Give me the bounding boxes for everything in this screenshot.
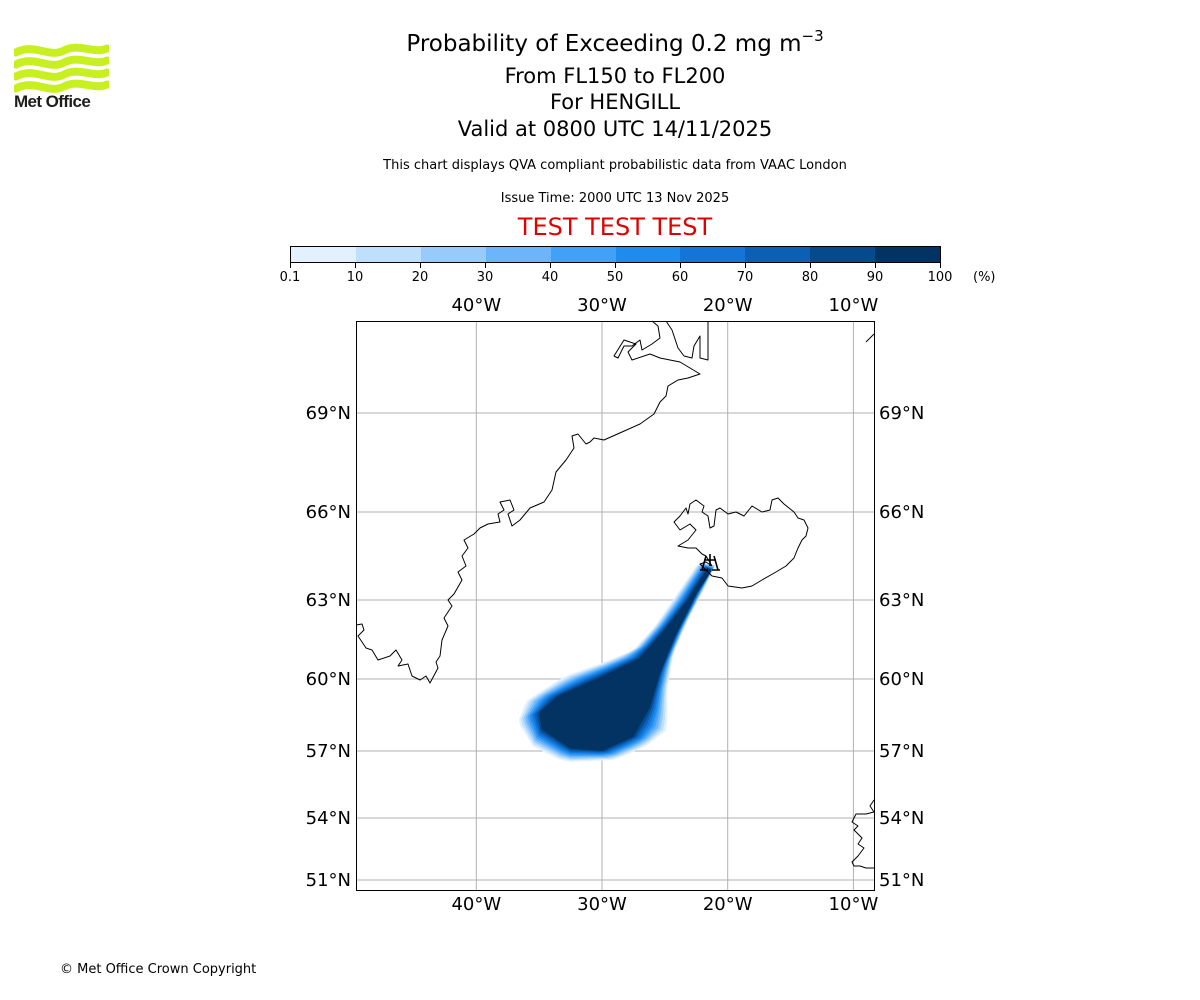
latitude-label-right: 57°N bbox=[879, 741, 924, 762]
latitude-label-right: 60°N bbox=[879, 669, 924, 690]
volcano-marker-icon bbox=[700, 554, 720, 571]
latitude-label-left: 69°N bbox=[306, 403, 351, 424]
flight-level-range: From FL150 to FL200 bbox=[504, 64, 726, 88]
axis-labels: 40°W 40°W 30°W 30°W 20°W 20°W 10°W 10°W 69°N 69°N… bbox=[306, 295, 925, 915]
colorbar-tick bbox=[420, 263, 421, 268]
colorbar-segment bbox=[291, 247, 356, 262]
coastline-iceland bbox=[673, 497, 809, 589]
colorbar-tick-label: 20 bbox=[411, 270, 429, 285]
colorbar-tick bbox=[810, 263, 811, 268]
latitude-label-right: 66°N bbox=[879, 502, 924, 523]
latitude-label-right: 63°N bbox=[879, 590, 924, 611]
colorbar-tick bbox=[940, 263, 941, 268]
colorbar-segment bbox=[615, 247, 681, 262]
colorbar-segment bbox=[355, 247, 421, 262]
colorbar-tick bbox=[355, 263, 356, 268]
colorbar-tick bbox=[485, 263, 486, 268]
colorbar-tick-label: 70 bbox=[736, 270, 754, 285]
colorbar-tick-label: 60 bbox=[671, 270, 689, 285]
colorbar-segment bbox=[810, 247, 876, 262]
colorbar-segment bbox=[550, 247, 616, 262]
logo-wave bbox=[14, 79, 109, 93]
colorbar-tick-label: 50 bbox=[606, 270, 624, 285]
colorbar-segment bbox=[745, 247, 811, 262]
colorbar-tick-label: 10 bbox=[346, 270, 364, 285]
colorbar-segment bbox=[485, 247, 551, 262]
colorbar-tick bbox=[875, 263, 876, 268]
longitude-label-top: 40°W bbox=[451, 295, 501, 316]
colorbar-tick-label: 0.1 bbox=[279, 270, 301, 285]
chart-description: This chart displays QVA compliant probab… bbox=[383, 158, 847, 173]
issue-time: Issue Time: 2000 UTC 13 Nov 2025 bbox=[500, 191, 730, 206]
colorbar-segment bbox=[680, 247, 746, 262]
colorbar bbox=[290, 246, 941, 263]
colorbar-segment bbox=[875, 247, 941, 262]
logo-wave bbox=[14, 67, 109, 81]
coastline-greenland bbox=[355, 320, 701, 684]
ash-plume bbox=[518, 562, 716, 762]
longitude-label-top: 30°W bbox=[577, 295, 627, 316]
latitude-label-left: 63°N bbox=[306, 590, 351, 611]
longitude-label-bottom: 20°W bbox=[703, 894, 753, 915]
colorbar-tick-label: 80 bbox=[801, 270, 819, 285]
volcano-name: For HENGILL bbox=[549, 90, 681, 114]
coastlines bbox=[355, 320, 875, 869]
plume-probability-band bbox=[539, 567, 712, 751]
longitude-label-top: 10°W bbox=[829, 295, 879, 316]
longitude-label-bottom: 40°W bbox=[451, 894, 501, 915]
test-banner: TEST TEST TEST bbox=[517, 213, 713, 241]
latitude-label-left: 60°N bbox=[306, 669, 351, 690]
latitude-label-left: 57°N bbox=[306, 741, 351, 762]
met-office-logo-text: Met Office bbox=[14, 92, 91, 111]
met-office-logo-icon bbox=[14, 43, 109, 93]
colorbar-tick-label: 30 bbox=[476, 270, 494, 285]
longitude-label-top: 20°W bbox=[703, 295, 753, 316]
logo-wave bbox=[14, 55, 109, 69]
colorbar-tick-label: 100 bbox=[927, 270, 953, 285]
colorbar-tick bbox=[680, 263, 681, 268]
coastline-greenland-north bbox=[665, 320, 709, 361]
latitude-label-right: 69°N bbox=[879, 403, 924, 424]
colorbar-tick bbox=[745, 263, 746, 268]
colorbar-tick bbox=[290, 263, 291, 268]
map-frame bbox=[356, 321, 875, 891]
longitude-label-bottom: 30°W bbox=[577, 894, 627, 915]
latitude-label-left: 66°N bbox=[306, 502, 351, 523]
chart-title: Probability of Exceeding 0.2 mg m−3 bbox=[0, 27, 1200, 57]
chart-title-main: Probability of Exceeding 0.2 mg m bbox=[406, 31, 802, 57]
colorbar-segment bbox=[420, 247, 486, 262]
colorbar-tick-label: 90 bbox=[866, 270, 884, 285]
latitude-label-left: 54°N bbox=[306, 808, 351, 829]
latitude-label-left: 51°N bbox=[306, 870, 351, 891]
coastline-greenland-northeast bbox=[865, 333, 875, 343]
coastline-ireland bbox=[851, 799, 875, 869]
graticule bbox=[356, 321, 874, 890]
longitude-label-bottom: 10°W bbox=[829, 894, 879, 915]
colorbar-tick bbox=[550, 263, 551, 268]
colorbar-tick bbox=[615, 263, 616, 268]
latitude-label-right: 51°N bbox=[879, 870, 924, 891]
colorbar-unit: (%) bbox=[973, 270, 996, 285]
colorbar-tick-label: 40 bbox=[541, 270, 559, 285]
copyright-notice: © Met Office Crown Copyright bbox=[60, 962, 257, 977]
chart-title-superscript: −3 bbox=[801, 27, 824, 45]
logo-wave bbox=[14, 43, 109, 57]
latitude-label-right: 54°N bbox=[879, 808, 924, 829]
valid-time: Valid at 0800 UTC 14/11/2025 bbox=[457, 117, 773, 141]
